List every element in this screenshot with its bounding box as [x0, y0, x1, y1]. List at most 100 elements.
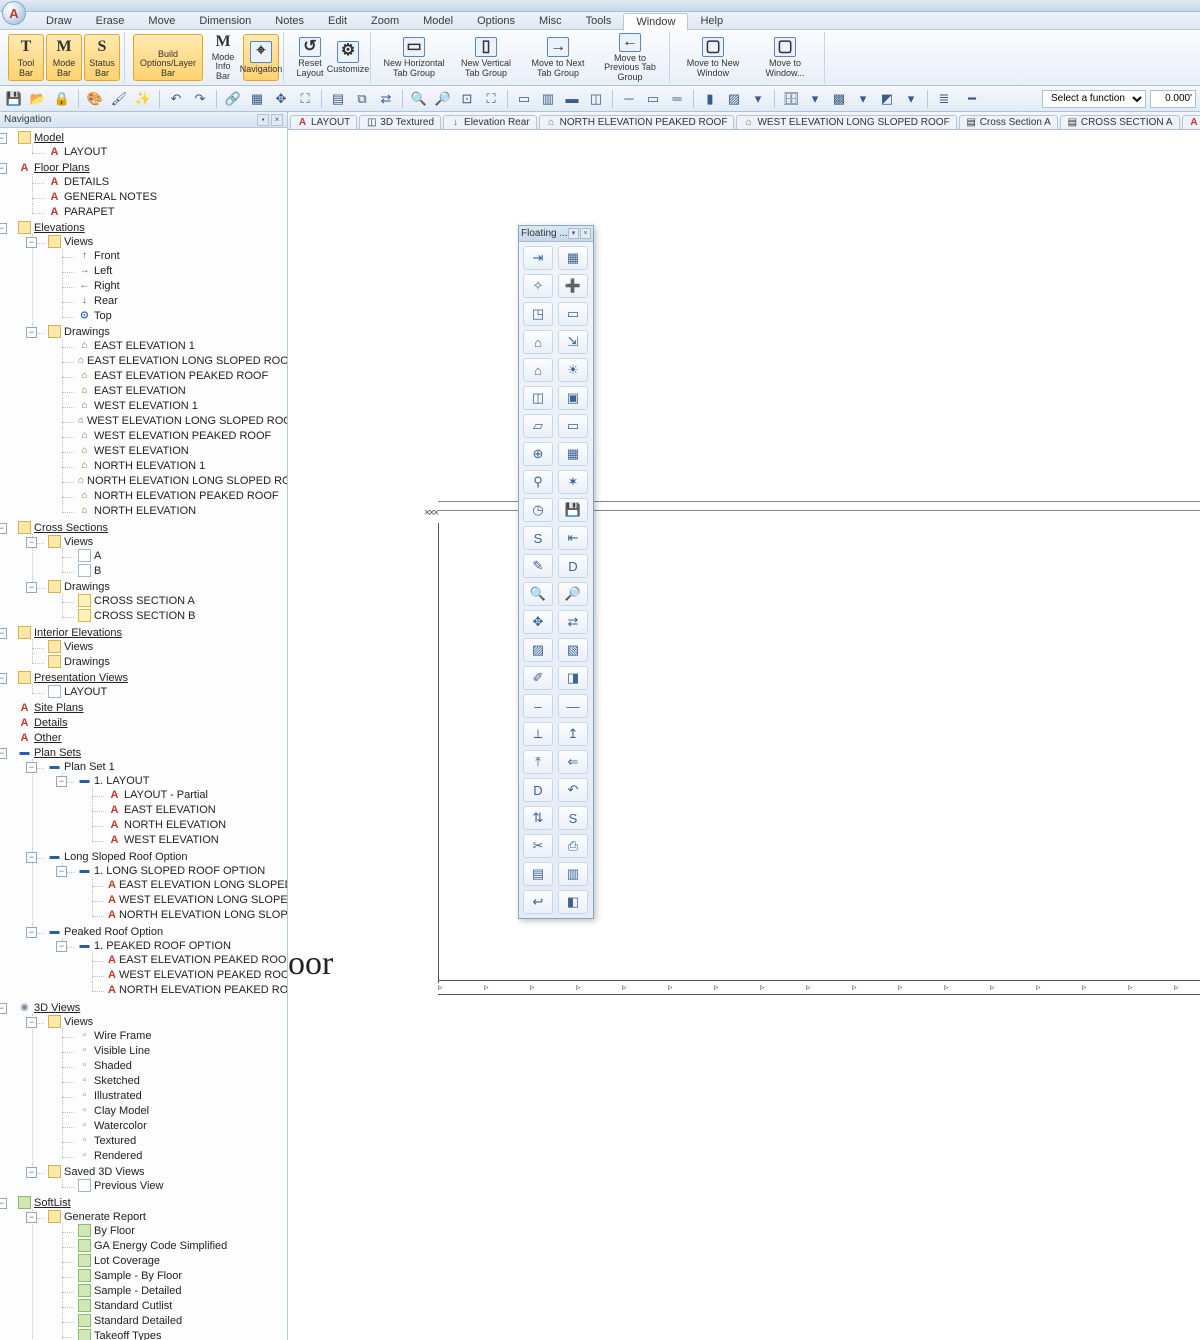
- tab-layout[interactable]: ALAYOUT: [290, 115, 357, 129]
- double-icon[interactable]: ═: [667, 89, 687, 109]
- tree-item[interactable]: AFloor Plans: [18, 161, 287, 174]
- ribbon-move-to-new-window[interactable]: ▢Move to New Window: [678, 34, 748, 81]
- float-tool-33[interactable]: —: [558, 694, 588, 718]
- tree-item[interactable]: ALAYOUT - Partial: [108, 788, 287, 801]
- toggle-icon[interactable]: −: [56, 866, 67, 877]
- grid-icon[interactable]: ▦: [247, 89, 267, 109]
- toggle-icon[interactable]: −: [0, 523, 7, 534]
- toggle-icon[interactable]: −: [0, 673, 7, 684]
- float-tool-3[interactable]: ➕: [558, 274, 588, 298]
- toggle-icon[interactable]: −: [26, 927, 37, 938]
- tree-item[interactable]: ⌂EAST ELEVATION 1: [78, 339, 287, 352]
- tree-item[interactable]: ⌂NORTH ELEVATION: [78, 504, 287, 517]
- toggle-icon[interactable]: −: [0, 1003, 7, 1014]
- menu-zoom[interactable]: Zoom: [359, 13, 411, 29]
- float-tool-40[interactable]: ⇅: [523, 806, 553, 830]
- fill1-icon[interactable]: ▮: [700, 89, 720, 109]
- drop-icon[interactable]: ▾: [748, 89, 768, 109]
- tree-item[interactable]: APARAPET: [48, 205, 287, 218]
- float-tool-39[interactable]: ↶: [558, 778, 588, 802]
- tree-item[interactable]: AEAST ELEVATION LONG SLOPED ROOF: [108, 878, 287, 891]
- ribbon-mode-bar[interactable]: MMode Bar: [46, 34, 82, 81]
- tree-item[interactable]: AEAST ELEVATION PEAKED ROOF: [108, 953, 287, 966]
- float-tool-43[interactable]: ⎙: [558, 834, 588, 858]
- floor-icon[interactable]: ◩: [877, 89, 897, 109]
- menu-model[interactable]: Model: [411, 13, 465, 29]
- float-tool-13[interactable]: ▭: [558, 414, 588, 438]
- ribbon-move-to-previous-tab-group[interactable]: ←Move to Previous Tab Group: [595, 34, 665, 81]
- float-tool-11[interactable]: ▣: [558, 386, 588, 410]
- tree-item[interactable]: ANORTH ELEVATION PEAKED ROOF: [108, 983, 287, 996]
- toggle-icon[interactable]: −: [26, 1212, 37, 1223]
- float-tool-18[interactable]: ◷: [523, 498, 553, 522]
- float-tool-30[interactable]: ✐: [523, 666, 553, 690]
- wand-icon[interactable]: ✨: [133, 89, 153, 109]
- slider-icon[interactable]: ━: [958, 89, 986, 109]
- tree-item[interactable]: Sample - Detailed: [78, 1284, 287, 1297]
- tree-item[interactable]: ⌂EAST ELEVATION PEAKED ROOF: [78, 369, 287, 382]
- tree-item[interactable]: Interior Elevations: [18, 626, 287, 639]
- float-tool-46[interactable]: ↩: [523, 890, 553, 914]
- layer-icon[interactable]: ▤: [328, 89, 348, 109]
- tree-item[interactable]: Sample - By Floor: [78, 1269, 287, 1282]
- menu-misc[interactable]: Misc: [527, 13, 574, 29]
- menu-notes[interactable]: Notes: [263, 13, 316, 29]
- ribbon-tool-bar[interactable]: TTool Bar: [8, 34, 44, 81]
- toggle-icon[interactable]: −: [56, 941, 67, 952]
- tree-item[interactable]: AWEST ELEVATION PEAKED ROOF: [108, 968, 287, 981]
- ribbon-move-to-window-[interactable]: ▢Move to Window...: [750, 34, 820, 81]
- elev-icon[interactable]: ▬: [562, 89, 582, 109]
- tree-item[interactable]: ▫Visible Line: [78, 1044, 287, 1057]
- brush-icon[interactable]: 🖌: [109, 89, 129, 109]
- float-tool-17[interactable]: ✶: [558, 470, 588, 494]
- float-tool-28[interactable]: ▨: [523, 638, 553, 662]
- ribbon-customize[interactable]: ⚙Customize: [330, 34, 366, 81]
- toggle-icon[interactable]: −: [0, 748, 7, 759]
- float-tool-14[interactable]: ⊕: [523, 442, 553, 466]
- tree-item[interactable]: Cross Sections: [18, 521, 287, 534]
- toggle-icon[interactable]: −: [0, 163, 7, 174]
- tree-item[interactable]: ◉3D Views: [18, 1001, 287, 1014]
- tree-item[interactable]: Standard Detailed: [78, 1314, 287, 1327]
- tab-north-elevation-peaked-roof[interactable]: ⌂NORTH ELEVATION PEAKED ROOF: [539, 115, 735, 129]
- tree-item[interactable]: ⊙Top: [78, 309, 287, 322]
- tree-item[interactable]: ▫Watercolor: [78, 1119, 287, 1132]
- toggle-icon[interactable]: −: [0, 628, 7, 639]
- floating-toolbar[interactable]: Floating ... ▾ × ⇥▦✧➕◳▭⌂⇲⌂☀◫▣▱▭⊕▦⚲✶◷💾S⇤✎…: [518, 225, 594, 919]
- flip-icon[interactable]: ⇄: [376, 89, 396, 109]
- float-tool-26[interactable]: ✥: [523, 610, 553, 634]
- toggle-icon[interactable]: −: [0, 223, 7, 234]
- menu-dimension[interactable]: Dimension: [187, 13, 263, 29]
- tree-item[interactable]: →Left: [78, 264, 287, 277]
- float-tool-24[interactable]: 🔍: [523, 582, 553, 606]
- tree-item[interactable]: ⌂EAST ELEVATION: [78, 384, 287, 397]
- tree-item[interactable]: ▫Wire Frame: [78, 1029, 287, 1042]
- float-tool-15[interactable]: ▦: [558, 442, 588, 466]
- zoom-extents-icon[interactable]: ⛶: [481, 89, 501, 109]
- tab-cross-section-a[interactable]: ▤CROSS SECTION A: [1060, 115, 1180, 129]
- float-tool-41[interactable]: S: [558, 806, 588, 830]
- toggle-icon[interactable]: −: [26, 582, 37, 593]
- tree-item[interactable]: Drawings: [48, 325, 287, 338]
- menu-tools[interactable]: Tools: [574, 13, 624, 29]
- close-icon[interactable]: ×: [580, 228, 591, 239]
- tree-item[interactable]: CROSS SECTION A: [78, 594, 287, 607]
- menu-draw[interactable]: Draw: [34, 13, 84, 29]
- ribbon-build-options-layer-bar[interactable]: Build Options/Layer Bar: [133, 34, 203, 81]
- tree-item[interactable]: ⌂WEST ELEVATION: [78, 444, 287, 457]
- tree-item[interactable]: ▫Clay Model: [78, 1104, 287, 1117]
- tree-item[interactable]: Views: [48, 535, 287, 548]
- float-tool-36[interactable]: ⤒: [523, 750, 553, 774]
- float-tool-19[interactable]: 💾: [558, 498, 588, 522]
- tree-item[interactable]: CROSS SECTION B: [78, 609, 287, 622]
- tree-item[interactable]: ▬Plan Sets: [18, 746, 287, 759]
- tree-item[interactable]: Takeoff Types: [78, 1329, 287, 1340]
- copy-icon[interactable]: ⧉: [352, 89, 372, 109]
- float-tool-1[interactable]: ▦: [558, 246, 588, 270]
- ribbon-new-vertical-tab-group[interactable]: ▯New Vertical Tab Group: [451, 34, 521, 81]
- toggle-icon[interactable]: −: [26, 1017, 37, 1028]
- toggle-icon[interactable]: −: [26, 237, 37, 248]
- ribbon-new-horizontal-tab-group[interactable]: ▭New Horizontal Tab Group: [379, 34, 449, 81]
- function-select[interactable]: Select a function: [1042, 90, 1146, 108]
- float-tool-29[interactable]: ▧: [558, 638, 588, 662]
